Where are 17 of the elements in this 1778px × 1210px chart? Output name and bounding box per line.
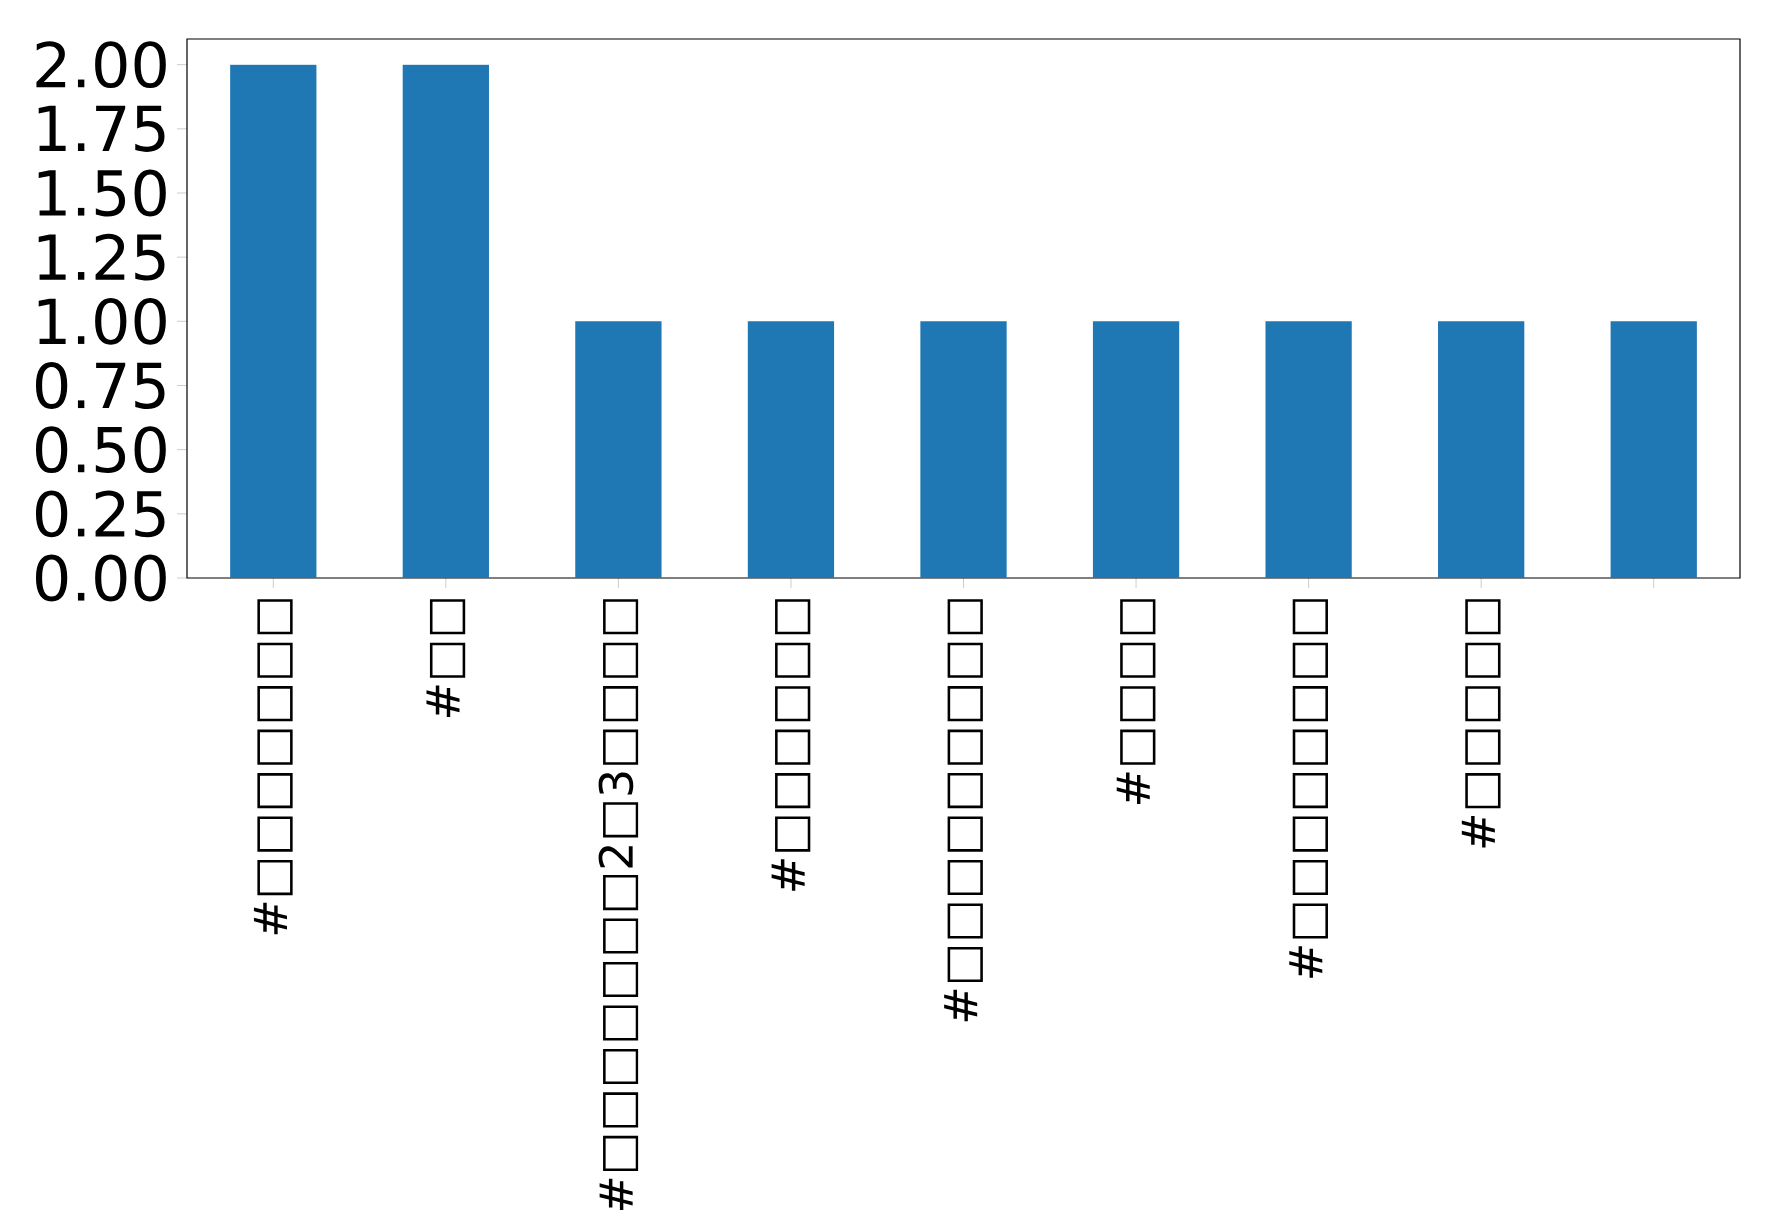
x-tick-label: #□□ [426, 599, 466, 717]
x-tick-label: #□□□□□ [1461, 599, 1501, 848]
x-tick-label: #□□□□□□□2□3□□□□ [598, 599, 639, 1210]
y-tick-label: 1.75 [38, 105, 165, 152]
x-tick-label: #□□□□□□□□ [1289, 599, 1328, 978]
y-tick-label: 0.75 [35, 362, 165, 409]
y-tick-label: 1.50 [38, 169, 166, 217]
x-tick-label: #□□□□□□□□□ [944, 599, 983, 1022]
y-tick-label: 0.00 [35, 554, 166, 602]
x-tick-label: #□□□□ [1116, 599, 1156, 804]
y-tick-label: 1.25 [38, 233, 165, 281]
y-tick-label: 0.25 [35, 490, 165, 538]
y-tick-label: 1.00 [38, 297, 166, 345]
y-tick-label: 2.00 [36, 41, 166, 89]
y-tick-label: 0.50 [35, 426, 166, 474]
x-tick-label: #□□□□□□ [771, 599, 811, 891]
x-tick-label: #□□□□□□□ [253, 599, 293, 935]
